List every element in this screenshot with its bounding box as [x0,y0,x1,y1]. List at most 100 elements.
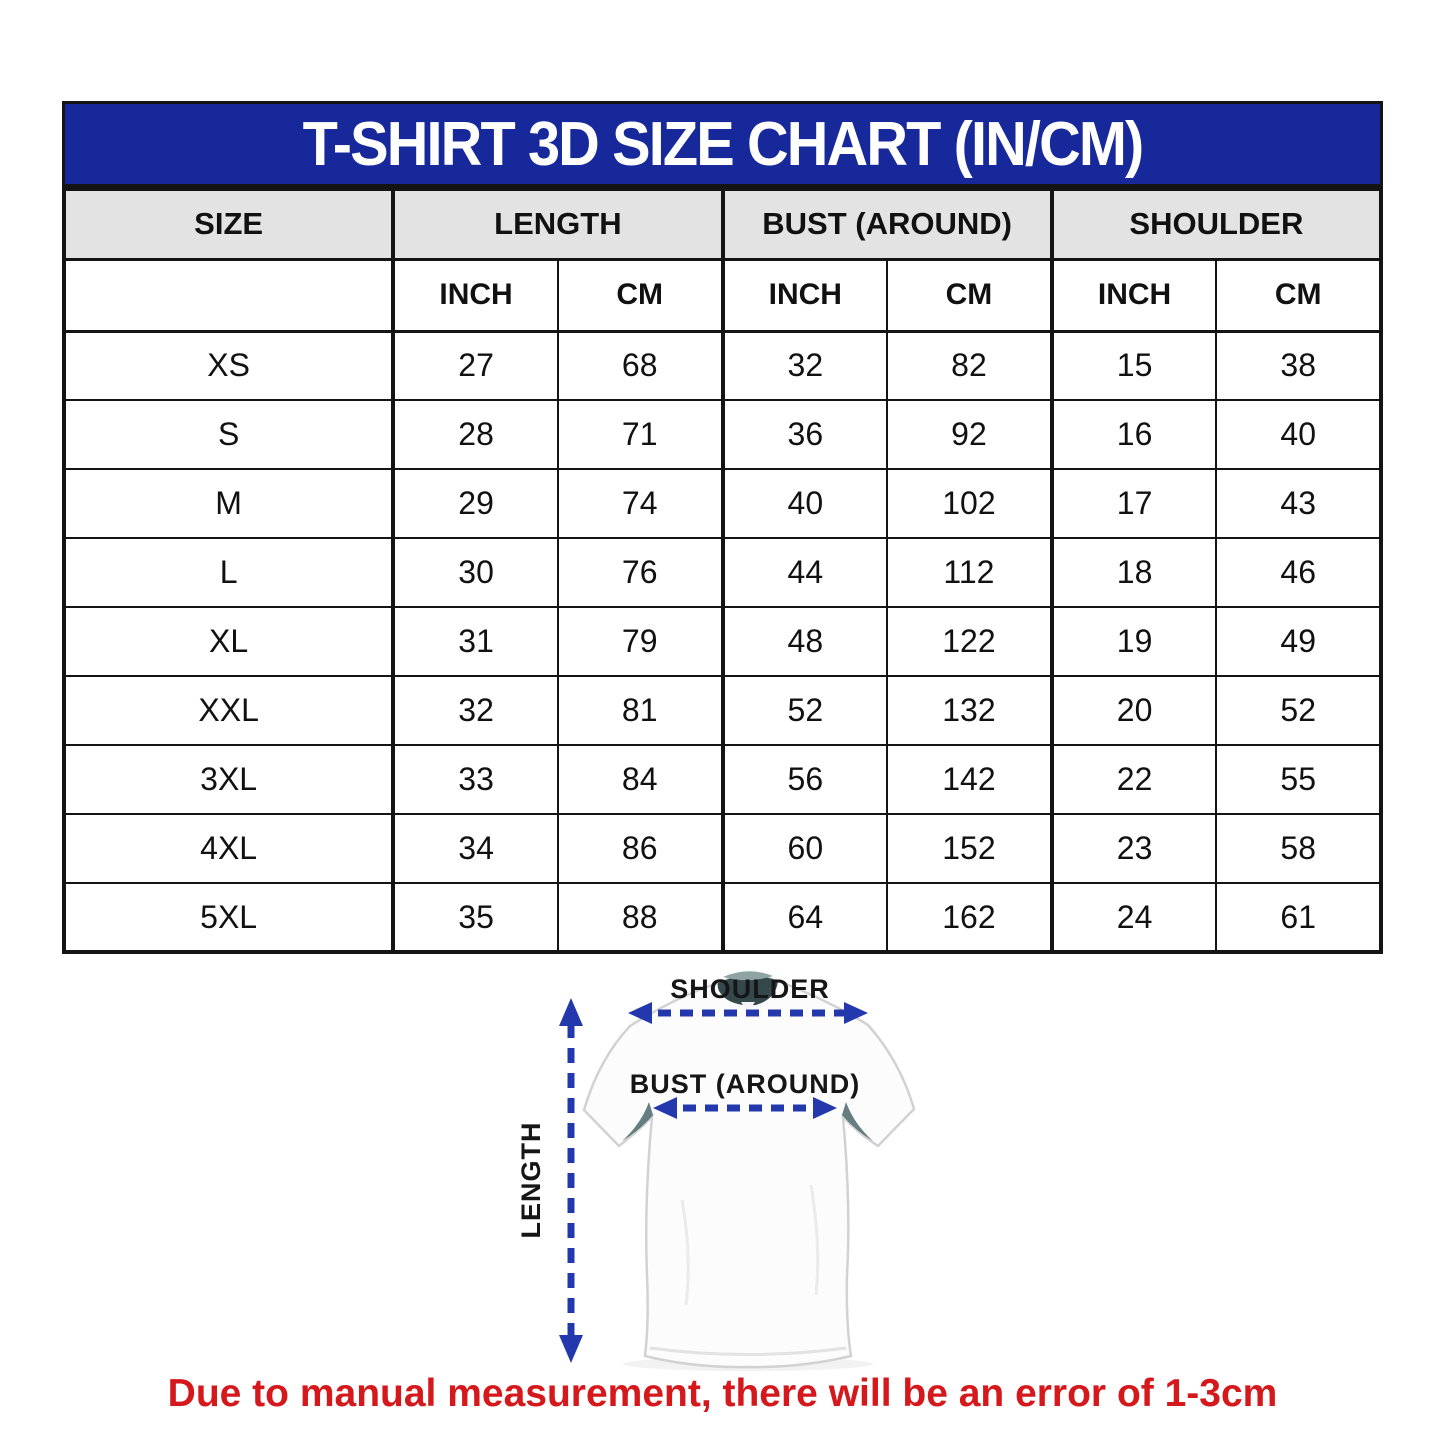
value-cell: 162 [886,882,1053,953]
value-cell: 58 [1215,813,1382,884]
value-cell: 30 [391,537,559,608]
table-row: 4XL 34 86 60 152 23 58 [62,813,1382,884]
value-cell: 64 [720,882,889,953]
unit-header-shoulder-cm: CM [1215,258,1382,333]
column-header-shoulder: SHOULDER [1049,188,1383,261]
page-title: T-SHIRT 3D SIZE CHART (IN/CM) [302,109,1145,179]
value-cell: 40 [1215,399,1382,470]
value-cell: 32 [720,330,889,401]
value-cell: 34 [391,813,559,884]
tshirt-measurement-diagram: SHOULDER BUST (AROUND) LENGTH [478,950,1103,1372]
bust-label: BUST (AROUND) [630,1069,860,1099]
size-cell: 4XL [62,813,395,884]
size-cell: L [62,537,395,608]
value-cell: 48 [720,606,889,677]
value-cell: 52 [1215,675,1382,746]
value-cell: 31 [391,606,559,677]
value-cell: 102 [886,468,1053,539]
length-label: LENGTH [516,1122,546,1239]
table-row: S 28 71 36 92 16 40 [62,399,1382,470]
right-armpit-shadow [842,1102,873,1141]
value-cell: 52 [720,675,889,746]
table-row: XL 31 79 48 122 19 49 [62,606,1382,677]
group-header-row: SIZE LENGTH BUST (AROUND) SHOULDER [62,188,1383,261]
value-cell: 18 [1049,537,1218,608]
unit-header-blank [62,258,395,333]
value-cell: 152 [886,813,1053,884]
value-cell: 22 [1049,744,1218,815]
value-cell: 81 [556,675,724,746]
value-cell: 19 [1049,606,1218,677]
unit-header-shoulder-inch: INCH [1049,258,1218,333]
value-cell: 79 [556,606,724,677]
size-cell: 3XL [62,744,395,815]
value-cell: 40 [720,468,889,539]
size-cell: XL [62,606,395,677]
value-cell: 88 [556,882,724,953]
collar-notch [741,1002,755,1012]
size-cell: M [62,468,395,539]
measurement-disclaimer: Due to manual measurement, there will be… [167,1372,1278,1415]
value-cell: 23 [1049,813,1218,884]
table-row: XS 27 68 32 82 15 38 [62,330,1382,401]
shoulder-dimension-arrow [628,1002,868,1024]
size-table-body: XS 27 68 32 82 15 38 S 28 71 36 92 16 40 M 29 74 40 102 17 4… [62,330,1382,953]
size-table: SIZE LENGTH BUST (AROUND) SHOULDER INCH … [62,187,1383,954]
value-cell: 33 [391,744,559,815]
value-cell: 142 [886,744,1053,815]
table-row: 5XL 35 88 64 162 24 61 [62,882,1382,953]
collar-shape [717,975,778,1006]
size-cell: XS [62,330,395,401]
table-row: XXL 32 81 52 132 20 52 [62,675,1382,746]
tshirt-graphic [582,971,916,1369]
column-header-size: SIZE [62,188,395,261]
unit-header-bust-inch: INCH [720,258,889,333]
value-cell: 55 [1215,744,1382,815]
length-dimension-arrow [559,998,583,1363]
value-cell: 76 [556,537,724,608]
unit-header-length-cm: CM [556,258,724,333]
value-cell: 29 [391,468,559,539]
value-cell: 15 [1049,330,1218,401]
value-cell: 24 [1049,882,1218,953]
value-cell: 38 [1215,330,1382,401]
bust-dimension-arrow [653,1097,837,1119]
value-cell: 43 [1215,468,1382,539]
value-cell: 74 [556,468,724,539]
table-row: L 30 76 44 112 18 46 [62,537,1382,608]
title-banner: T-SHIRT 3D SIZE CHART (IN/CM) [62,101,1383,187]
unit-header-row: INCH CM INCH CM INCH CM [62,258,1382,333]
size-cell: XXL [62,675,395,746]
column-header-bust: BUST (AROUND) [720,188,1053,261]
value-cell: 132 [886,675,1053,746]
column-header-length: LENGTH [391,188,724,261]
value-cell: 61 [1215,882,1382,953]
value-cell: 27 [391,330,559,401]
value-cell: 16 [1049,399,1218,470]
value-cell: 92 [886,399,1053,470]
value-cell: 56 [720,744,889,815]
value-cell: 82 [886,330,1053,401]
value-cell: 60 [720,813,889,884]
value-cell: 49 [1215,606,1382,677]
value-cell: 20 [1049,675,1218,746]
value-cell: 46 [1215,537,1382,608]
value-cell: 112 [886,537,1053,608]
value-cell: 122 [886,606,1053,677]
value-cell: 17 [1049,468,1218,539]
value-cell: 84 [556,744,724,815]
value-cell: 86 [556,813,724,884]
value-cell: 68 [556,330,724,401]
unit-header-length-inch: INCH [391,258,559,333]
unit-header-bust-cm: CM [886,258,1053,333]
value-cell: 35 [391,882,559,953]
shoulder-label: SHOULDER [670,974,830,1004]
value-cell: 28 [391,399,559,470]
size-cell: S [62,399,395,470]
value-cell: 71 [556,399,724,470]
value-cell: 36 [720,399,889,470]
table-row: 3XL 33 84 56 142 22 55 [62,744,1382,815]
size-cell: 5XL [62,882,395,953]
value-cell: 32 [391,675,559,746]
